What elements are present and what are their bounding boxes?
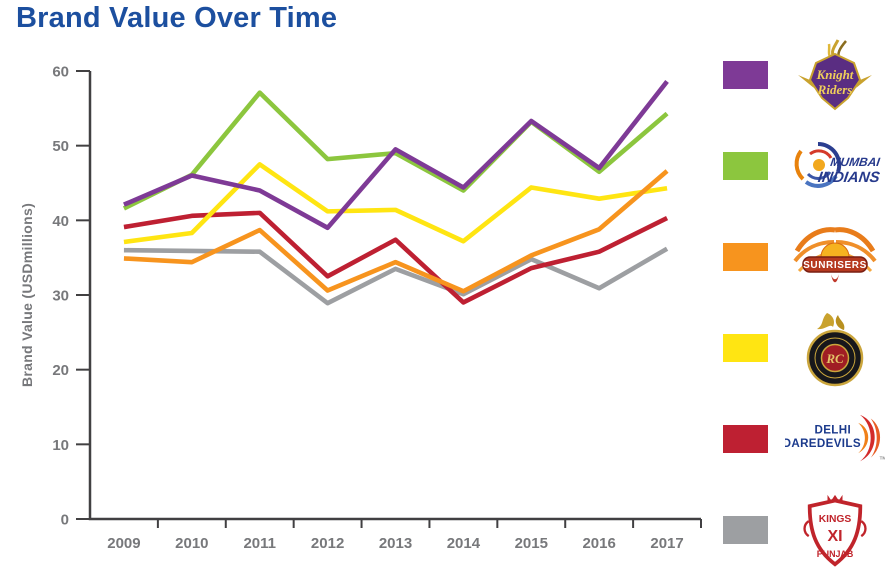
series-line-kkr <box>123 80 669 231</box>
mi-logo-text-line2: INDIANS <box>817 169 881 186</box>
srh-logo: SUNRISERS <box>793 227 877 283</box>
legend-swatch-kxip <box>723 516 768 544</box>
x-tick-label: 2010 <box>175 535 208 552</box>
y-tick-label: 60 <box>52 64 69 81</box>
axis-lines <box>88 71 701 521</box>
legend-swatch-kkr <box>723 61 768 89</box>
y-tick-label: 50 <box>52 138 69 155</box>
dd-logo-tm: TM <box>880 456 885 461</box>
dd-logo: DELHI DAREDEVILS TM <box>785 414 885 462</box>
series-line-rcb <box>123 162 668 245</box>
page-title: Brand Value Over Time <box>16 2 338 34</box>
rcb-logo: RC <box>806 313 864 387</box>
legend-item-srh: SUNRISERS <box>712 219 889 295</box>
x-tick-label: 2017 <box>650 535 683 552</box>
kxip-logo-text-line1: KINGS <box>819 514 852 525</box>
y-tick-label: 20 <box>52 362 69 379</box>
x-tick-label: 2014 <box>447 535 481 552</box>
x-axis: 2009 2010 2011 2012 2013 2014 2015 2016 2017 <box>107 519 702 552</box>
y-axis: 0 10 20 30 40 50 60 <box>52 64 90 529</box>
legend-swatch-rcb <box>723 334 768 362</box>
legend-item-kkr: Knight Riders <box>712 37 889 113</box>
kkr-logo-text-line2: Riders <box>817 82 853 97</box>
dd-logo-text-line2: DAREDEVILS <box>785 437 861 450</box>
x-tick-label: 2012 <box>311 535 344 552</box>
x-tick-label: 2013 <box>379 535 412 552</box>
legend-swatch-srh <box>723 243 768 271</box>
legend-swatch-mi <box>723 152 768 180</box>
legend-swatch-dd <box>723 425 768 453</box>
kkr-logo-text-line1: Knight <box>816 67 854 82</box>
kkr-logo: Knight Riders <box>798 39 872 111</box>
brand-value-line-chart: Brand Value (USDmillions) 0 10 20 30 40 50 60 2… <box>19 64 702 552</box>
series-line-srh <box>123 169 669 294</box>
rcb-logo-monogram: RC <box>825 351 844 366</box>
y-tick-label: 0 <box>61 512 69 529</box>
y-tick-label: 40 <box>52 213 69 230</box>
series-line-dd <box>123 210 669 305</box>
mi-logo-text-line1: MUMBAI <box>830 155 882 169</box>
legend-item-rcb: RC <box>712 310 889 387</box>
x-tick-label: 2011 <box>243 535 276 552</box>
legend-item-kxip: KINGS XI PUNJAB <box>712 492 889 568</box>
chart-legend: Knight Riders MUMBAI INDIANS <box>712 0 889 567</box>
mi-logo: MUMBAI INDIANS <box>794 141 882 188</box>
srh-logo-text: SUNRISERS <box>803 260 867 271</box>
dd-logo-text-line1: DELHI <box>814 424 851 437</box>
legend-item-mi: MUMBAI INDIANS <box>712 128 889 204</box>
legend-item-dd: DELHI DAREDEVILS TM <box>712 401 889 477</box>
y-axis-title: Brand Value (USDmillions) <box>19 203 35 387</box>
kxip-logo-text-line2: XI <box>827 527 842 544</box>
y-tick-label: 30 <box>52 288 69 305</box>
kxip-logo: KINGS XI PUNJAB <box>803 494 867 567</box>
y-tick-label: 10 <box>52 437 69 454</box>
x-tick-label: 2015 <box>515 535 548 552</box>
x-tick-label: 2009 <box>107 535 140 552</box>
x-tick-label: 2016 <box>582 535 615 552</box>
kxip-logo-text-line3: PUNJAB <box>817 548 854 558</box>
